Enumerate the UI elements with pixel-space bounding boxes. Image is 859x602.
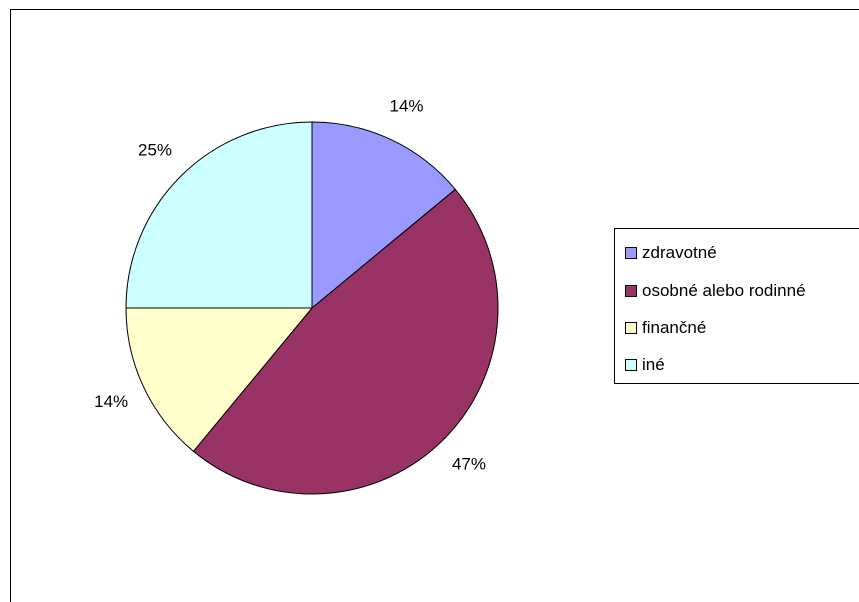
legend-swatch (625, 285, 637, 297)
legend-item-zdravotne: zdravotné (625, 243, 717, 263)
legend-label: finančné (642, 318, 706, 337)
legend-label: iné (642, 355, 665, 374)
data-label-zdravotne: 14% (390, 97, 424, 116)
legend: zdravotné osobné alebo rodinné finančné … (614, 228, 859, 384)
legend-item-osobne: osobné alebo rodinné (625, 281, 806, 301)
legend-swatch (625, 322, 637, 334)
legend-item-ine: iné (625, 355, 665, 375)
legend-item-financne: finančné (625, 318, 706, 338)
legend-swatch (625, 359, 637, 371)
data-label-osobne-alebo-rodinne: 47% (452, 454, 486, 473)
legend-label: zdravotné (642, 243, 717, 262)
legend-swatch (625, 247, 637, 259)
data-label-financne: 14% (94, 392, 128, 411)
legend-label: osobné alebo rodinné (642, 281, 806, 300)
data-label-ine: 25% (138, 141, 172, 160)
